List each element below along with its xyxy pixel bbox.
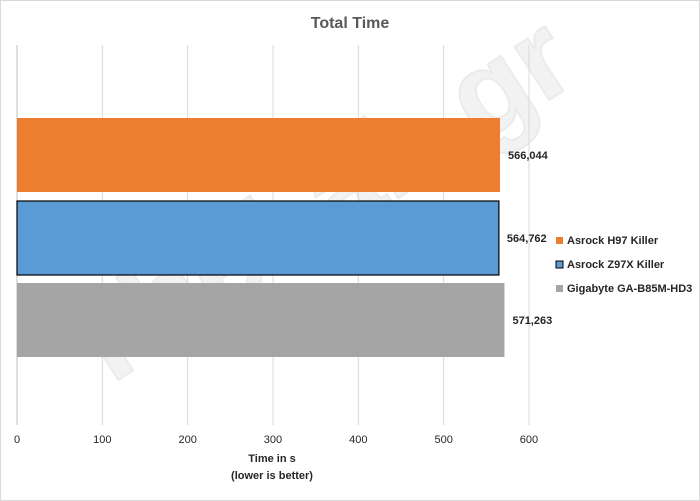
x-axis-title-line2: (lower is better) xyxy=(231,470,313,482)
legend-swatch xyxy=(555,260,564,269)
x-tick-label: 0 xyxy=(14,434,20,446)
x-tick-label: 200 xyxy=(178,434,196,446)
legend-swatch xyxy=(556,285,563,292)
legend-label: Asrock H97 Killer xyxy=(567,235,659,247)
x-tick-label: 300 xyxy=(264,434,282,446)
data-label: 566,044 xyxy=(508,150,549,162)
bar-asrock-z97x-killer xyxy=(16,200,500,276)
legend-swatch xyxy=(556,237,563,244)
x-tick-label: 500 xyxy=(434,434,452,446)
legend: Asrock H97 Killer Asrock Z97X Killer Gigab… xyxy=(555,235,692,295)
bar-gigabyte-ga-b85m-hd3 xyxy=(17,283,505,357)
legend-label: Asrock Z97X Killer xyxy=(567,259,665,271)
chart-title: Total Time xyxy=(311,15,390,32)
bars: 566,044 564,762 571,263 xyxy=(16,118,552,357)
x-tick-label: 400 xyxy=(349,434,367,446)
x-tick-label: 100 xyxy=(93,434,111,446)
legend-label: Gigabyte GA-B85M-HD3 xyxy=(567,283,692,295)
bar-asrock-h97-killer xyxy=(17,118,501,192)
x-tick-label: 600 xyxy=(520,434,538,446)
x-axis-ticks: 0 100 200 300 400 500 600 xyxy=(14,434,538,446)
x-axis-title-line1: Time in s xyxy=(248,453,295,465)
data-label: 564,762 xyxy=(507,233,547,245)
data-label: 571,263 xyxy=(512,315,552,327)
